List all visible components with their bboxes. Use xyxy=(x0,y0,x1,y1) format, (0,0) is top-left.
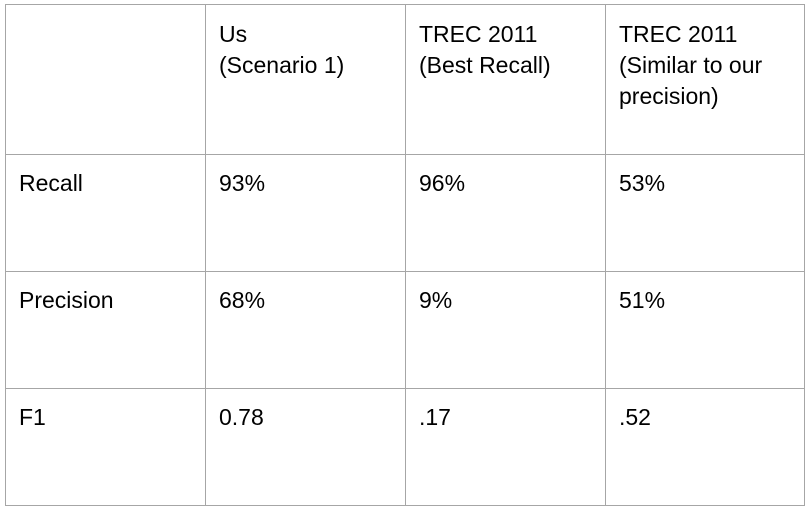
cell-precision-trec-similar: 51% xyxy=(605,271,805,389)
cell-precision-trec-best: 9% xyxy=(405,271,606,389)
table-row-recall: Recall 93% 96% 53% xyxy=(5,154,805,272)
cell-recall-us: 93% xyxy=(205,154,406,272)
column-header-label: Us (Scenario 1) xyxy=(219,21,345,78)
row-label-f1: F1 xyxy=(5,388,206,506)
corner-cell xyxy=(5,4,206,155)
cell-f1-us: 0.78 xyxy=(205,388,406,506)
row-label-recall: Recall xyxy=(5,154,206,272)
cell-recall-trec-best: 96% xyxy=(405,154,606,272)
column-header-label: TREC 2011 (Similar to our precision) xyxy=(619,21,763,109)
table-row-f1: F1 0.78 .17 .52 xyxy=(5,388,805,506)
results-table: Us (Scenario 1) TREC 2011 (Best Recall) … xyxy=(5,4,805,506)
row-label-precision: Precision xyxy=(5,271,206,389)
column-header-trec-best-recall: TREC 2011 (Best Recall) xyxy=(405,4,606,155)
cell-precision-us: 68% xyxy=(205,271,406,389)
column-header-trec-similar-precision: TREC 2011 (Similar to our precision) xyxy=(605,4,805,155)
column-header-label: TREC 2011 (Best Recall) xyxy=(419,21,551,78)
column-header-us-scenario-1: Us (Scenario 1) xyxy=(205,4,406,155)
header-row: Us (Scenario 1) TREC 2011 (Best Recall) … xyxy=(5,4,805,155)
cell-recall-trec-similar: 53% xyxy=(605,154,805,272)
cell-f1-trec-similar: .52 xyxy=(605,388,805,506)
table-row-precision: Precision 68% 9% 51% xyxy=(5,271,805,389)
cell-f1-trec-best: .17 xyxy=(405,388,606,506)
